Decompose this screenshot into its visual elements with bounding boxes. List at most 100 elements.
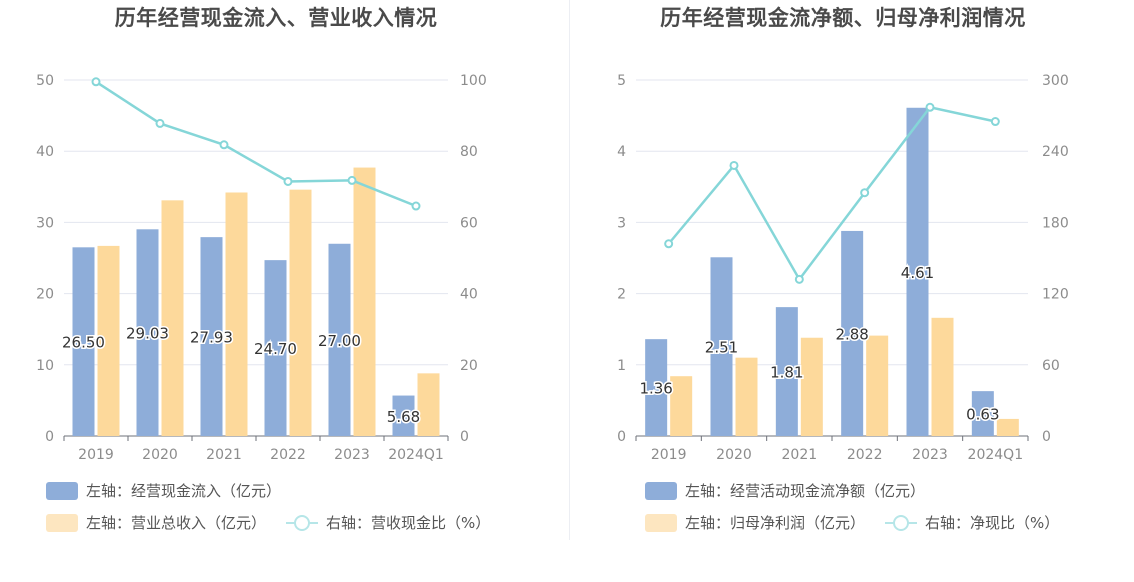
legend-label: 左轴：归母净利润（亿元）: [685, 514, 866, 532]
bar-series-2: [161, 200, 184, 436]
chart-title: 历年经营现金流入、营业收入情况: [114, 6, 438, 30]
legend-item-line[interactable]: 右轴：营收现金比（%）: [286, 512, 490, 533]
legend-swatch-line: [286, 514, 319, 532]
legend-swatch-bar1: [645, 481, 677, 500]
bar-series-1: [72, 247, 95, 436]
bar-series-1: [392, 395, 415, 436]
legend-swatch-bar2: [46, 513, 78, 532]
line-point: [794, 274, 804, 284]
legend-label: 右轴：营收现金比（%）: [326, 514, 491, 532]
line-point: [219, 140, 229, 150]
bar-series-1: [645, 339, 668, 436]
bar-series-1: [200, 237, 223, 436]
chart-panel-net-cash: 历年经营现金流净额、归母净利润情况 0 1 2 3 4 5 0 60 120 180 240 300 2…: [567, 0, 1134, 582]
line-point: [283, 176, 293, 186]
panel-divider: [569, 0, 570, 540]
bar-series-1: [775, 307, 798, 436]
x-axis-tick-label: 2020: [142, 447, 178, 463]
left-axis-tick-label: 0: [617, 429, 626, 445]
bar-series-2: [97, 245, 120, 436]
x-axis-tick-label: 2020: [716, 447, 752, 463]
bar-series-1: [710, 257, 733, 436]
bar-series-2: [800, 337, 823, 436]
bar-data-label: 24.70: [254, 340, 297, 358]
right-axis-tick-label: 0: [460, 429, 469, 445]
x-axis-tick-label: 2021: [782, 447, 818, 463]
bar-series-2: [225, 192, 248, 436]
left-axis-tick-label: 3: [617, 215, 626, 231]
bar-data-label: 0.63: [966, 406, 999, 424]
x-axis-tick-label: 2022: [270, 447, 306, 463]
legend-item-bar2[interactable]: 左轴：营业总收入（亿元）: [46, 512, 266, 533]
right-axis-tick-label: 100: [460, 73, 487, 89]
line-point: [347, 175, 357, 185]
bar-series-1: [328, 243, 351, 436]
line-series: [667, 105, 996, 282]
line-point: [925, 102, 935, 112]
bar-series-2: [289, 189, 312, 436]
legend-label: 左轴：营业总收入（亿元）: [86, 514, 267, 532]
x-axis-tick-label: 2019: [78, 447, 114, 463]
legend-item-bar1[interactable]: 左轴：经营活动现金流净额（亿元）: [645, 480, 925, 501]
left-axis-tick-label: 2: [617, 287, 626, 303]
x-axis-tick-label: 2019: [651, 447, 687, 463]
x-axis-tick-label: 2024Q1: [968, 447, 1024, 463]
bar-data-label: 4.61: [901, 264, 934, 282]
bar-series-2: [670, 376, 693, 436]
line-point: [664, 239, 674, 249]
x-axis-tick-label: 2024Q1: [388, 447, 444, 463]
bar-series-2: [353, 167, 376, 437]
line-point: [155, 118, 165, 128]
line-point: [860, 188, 870, 198]
line-point: [990, 117, 1000, 127]
bar-series-2: [931, 317, 954, 436]
legend-item-line[interactable]: 右轴：净现比（%）: [885, 512, 1059, 533]
left-axis-tick-label: 0: [45, 429, 54, 445]
left-axis-tick-label: 50: [36, 73, 54, 89]
x-axis-tick-label: 2023: [912, 447, 948, 463]
line-series: [95, 80, 417, 208]
legend-swatch-bar2: [645, 513, 677, 532]
legend-item-bar2[interactable]: 左轴：归母净利润（亿元）: [645, 512, 865, 533]
bar-data-label: 2.51: [705, 339, 738, 357]
bar-series-1: [136, 229, 159, 436]
bar-series-1: [971, 391, 994, 436]
bar-data-label: 2.88: [835, 325, 868, 343]
bar-series-1: [264, 260, 287, 436]
line-point: [729, 160, 739, 170]
right-axis-tick-label: 300: [1042, 73, 1069, 89]
left-axis-tick-label: 1: [617, 358, 626, 374]
right-axis-tick-label: 20: [460, 358, 478, 374]
left-axis-tick-label: 20: [36, 287, 54, 303]
right-axis-tick-label: 120: [1042, 287, 1069, 303]
bar-data-label: 5.68: [387, 408, 420, 426]
left-axis-tick-label: 40: [36, 144, 54, 160]
bar-data-label: 29.03: [126, 325, 169, 343]
legend-swatch-bar1: [46, 481, 78, 500]
right-axis-tick-label: 40: [460, 287, 478, 303]
right-axis-tick-label: 60: [460, 215, 478, 231]
bar-data-label: 26.50: [62, 334, 105, 352]
bar-data-label: 27.93: [190, 329, 233, 347]
bar-series-2: [866, 335, 889, 436]
left-axis-tick-label: 30: [36, 215, 54, 231]
legend-label: 左轴：经营现金流入（亿元）: [86, 482, 282, 500]
right-axis-tick-label: 240: [1042, 144, 1069, 160]
chart-title: 历年经营现金流净额、归母净利润情况: [660, 6, 1026, 30]
x-axis-tick-label: 2022: [847, 447, 883, 463]
bar-series-2: [996, 418, 1019, 436]
right-axis-tick-label: 0: [1042, 429, 1051, 445]
left-axis-tick-label: 5: [617, 73, 626, 89]
chart-panel-cash-inflow: 历年经营现金流入、营业收入情况 0 10 20 30 40 50 0 20 40 60 80 100 2…: [36, 6, 490, 533]
bar-series-2: [417, 373, 440, 436]
right-axis-tick-label: 60: [1042, 358, 1060, 374]
legend-item-bar1[interactable]: 左轴：经营现金流入（亿元）: [46, 480, 281, 501]
left-axis-tick-label: 10: [36, 358, 54, 374]
x-axis-tick-label: 2021: [206, 447, 242, 463]
chart-plot-net-cash: 0 1 2 3 4 5 0 60 120 180 240 300 2019 2020 2021 2022 202…: [617, 73, 1069, 463]
line-point: [411, 201, 421, 211]
legend-swatch-line: [885, 514, 918, 532]
left-axis-tick-label: 4: [617, 144, 626, 160]
right-axis-tick-label: 180: [1042, 215, 1069, 231]
bar-series-2: [735, 357, 758, 436]
